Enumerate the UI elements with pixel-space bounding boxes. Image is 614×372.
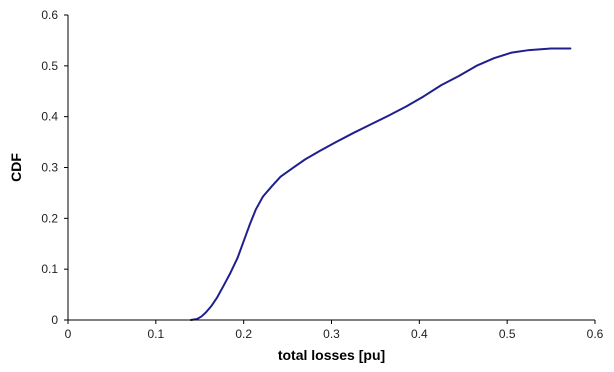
cdf-data-point [249, 224, 251, 226]
cdf-data-point [223, 285, 225, 287]
y-tick-label: 0.3 [41, 161, 58, 175]
cdf-data-point [280, 176, 282, 178]
y-tick-label: 0.2 [41, 211, 58, 225]
cdf-data-point [570, 48, 572, 50]
y-tick-label: 0.5 [41, 59, 58, 73]
cdf-data-point [511, 52, 513, 54]
x-tick-label: 0.4 [411, 327, 428, 341]
y-tick-label: 0 [51, 313, 58, 327]
cdf-data-point [262, 196, 264, 198]
y-axis: 0 0.1 0.2 0.3 0.4 0.5 0.6 [41, 8, 69, 327]
x-tick-label: 0.6 [587, 327, 604, 341]
cdf-data-point [353, 132, 355, 134]
x-tick-label: 0.2 [235, 327, 252, 341]
cdf-data-point [237, 257, 239, 259]
cdf-data-point [319, 150, 321, 152]
x-tick-label: 0.5 [499, 327, 516, 341]
plot-area [189, 47, 572, 321]
cdf-data-point [423, 96, 425, 98]
cdf-series-line [189, 47, 572, 321]
x-tick-label: 0.1 [147, 327, 164, 341]
cdf-data-point [458, 75, 460, 77]
y-tick-label: 0.6 [41, 8, 58, 22]
y-tick-label: 0.1 [41, 262, 58, 276]
cdf-data-point [210, 305, 212, 307]
cdf-data-point [440, 84, 442, 86]
cdf-data-point [335, 141, 337, 143]
cdf-data-point [255, 208, 257, 210]
cdf-data-point [230, 272, 232, 274]
cdf-data-point [528, 49, 530, 51]
cdf-data-point [291, 168, 293, 170]
x-tick-label: 0.3 [323, 327, 340, 341]
x-tick-label: 0 [65, 327, 72, 341]
y-tick-label: 0.4 [41, 110, 58, 124]
cdf-data-point [476, 65, 478, 67]
cdf-data-point [493, 57, 495, 59]
cdf-data-point [243, 240, 245, 242]
cdf-data-point [304, 159, 306, 161]
cdf-data-point [205, 312, 207, 314]
cdf-data-point [271, 186, 273, 188]
cdf-data-point [370, 123, 372, 125]
x-axis: 0 0.1 0.2 0.3 0.4 0.5 0.6 [65, 319, 604, 341]
cdf-data-point [217, 296, 219, 298]
cdf-data-point [388, 115, 390, 117]
cdf-data-point [405, 106, 407, 108]
y-axis-title: CDF [8, 153, 24, 182]
x-axis-title: total losses [pu] [278, 347, 385, 363]
cdf-data-point [201, 316, 203, 318]
cdf-data-point [550, 48, 552, 50]
